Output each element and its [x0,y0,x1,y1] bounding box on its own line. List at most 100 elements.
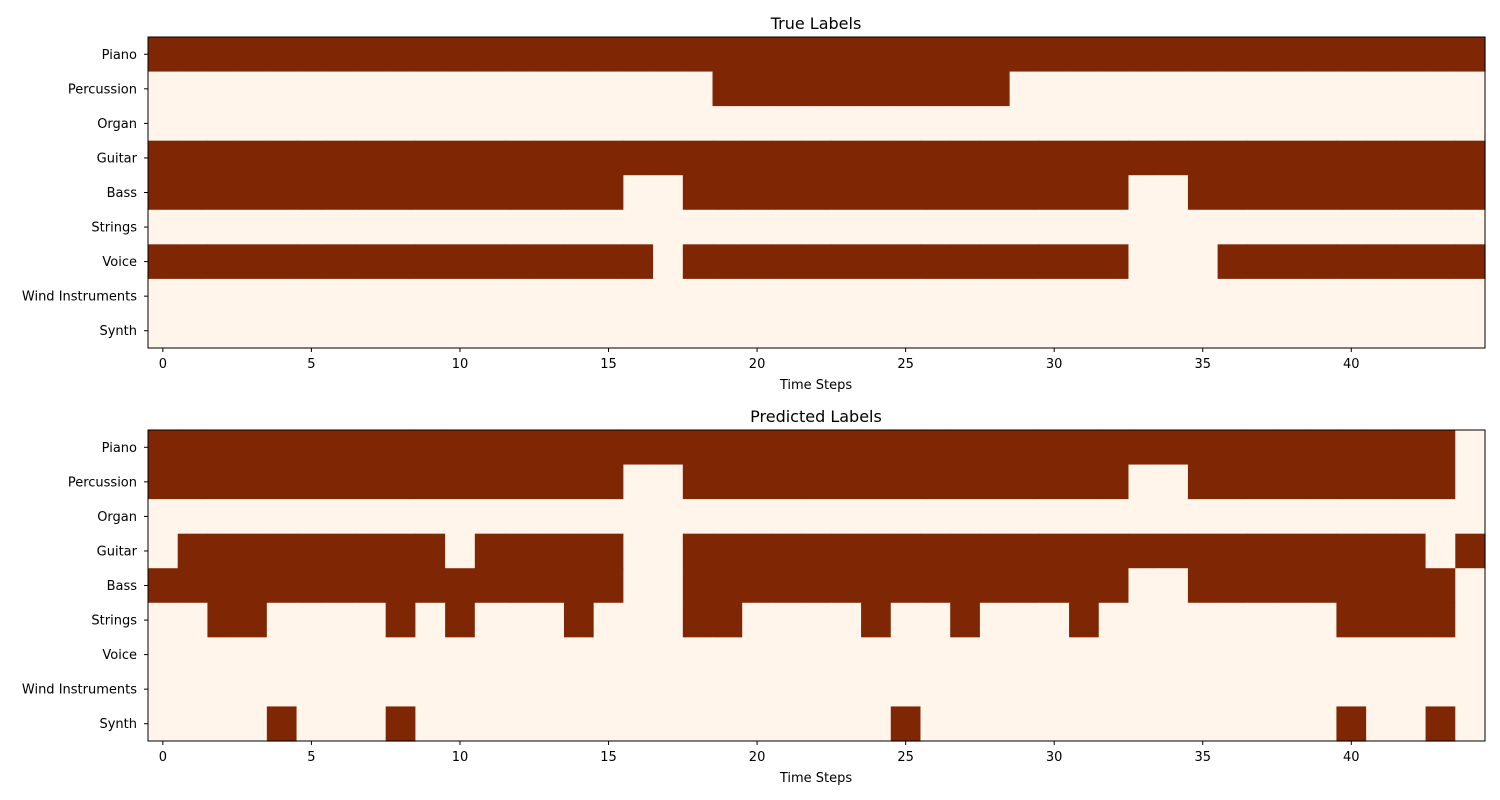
heatmap-cell [1158,568,1189,604]
heatmap-cell [296,209,327,245]
heatmap-cell [415,313,446,349]
heatmap-cell [890,706,922,742]
x-axis-label: Time Steps [779,378,853,393]
heatmap-cell [296,37,327,73]
heatmap-cell [1158,706,1189,742]
heatmap-cell [1395,637,1427,673]
heatmap-cell [979,175,1011,211]
heatmap-cell [474,499,506,535]
heatmap-cell [1158,244,1189,280]
heatmap-cell [534,313,565,349]
heatmap-cell [623,175,654,211]
heatmap-cell [831,140,862,176]
heatmap-cell [534,278,565,315]
heatmap-cell [355,278,387,315]
heatmap-cell [712,706,743,742]
heatmap-cell [1306,71,1338,107]
heatmap-cell [474,637,506,673]
heatmap-cell [266,313,298,349]
heatmap-cell [266,464,298,500]
y-tick-label: Voice [102,255,137,270]
heatmap-cell [653,175,684,211]
heatmap-cell [1306,209,1338,245]
heatmap-cell [1187,464,1219,500]
heatmap-cell [1395,37,1427,73]
heatmap-cell [1217,175,1248,211]
heatmap-cell [771,37,803,73]
heatmap-cell [445,637,476,673]
heatmap-cell [1306,140,1338,176]
heatmap-cell [1395,430,1427,466]
heatmap-cell [712,37,743,73]
heatmap-cell [593,106,624,142]
heatmap-cell [861,533,892,569]
y-tick-label: Synth [99,717,137,732]
heatmap-cell [1128,568,1159,604]
heatmap-cell [474,568,506,604]
heatmap-cell [474,140,506,176]
heatmap-cell [563,244,595,280]
chart-title: Predicted Labels [750,407,882,426]
heatmap-cell [1277,106,1308,142]
heatmap-cell [1366,209,1397,245]
heatmap-cell [979,499,1011,535]
heatmap-cell [1009,499,1040,535]
heatmap-cell [742,106,773,142]
heatmap-cell [623,430,654,466]
heatmap-cell [742,71,773,107]
heatmap-cell [148,71,179,107]
heatmap-cell [1098,71,1130,107]
x-tick-label: 30 [1046,357,1063,372]
heatmap-cell [593,430,624,466]
heatmap-cell [1039,278,1070,315]
heatmap-cell [1395,106,1427,142]
heatmap-cell [296,499,327,535]
heatmap-cell [920,313,951,349]
heatmap-cell [326,209,357,245]
heatmap-cell [890,175,922,211]
heatmap-cell [1366,533,1397,569]
heatmap-cell [177,602,209,638]
heatmap-cell [682,671,714,708]
heatmap-cell [1366,37,1397,73]
heatmap-cell [1336,671,1367,708]
heatmap-cell [1247,71,1278,107]
heatmap-cell [950,175,981,211]
heatmap-cell [326,313,357,349]
heatmap-cell [682,244,714,280]
heatmap-cell [385,637,416,673]
heatmap-cell [593,533,624,569]
heatmap-cell [920,106,951,142]
heatmap-cell [1009,71,1040,107]
heatmap-cell [1336,533,1367,569]
heatmap-cell [207,37,238,73]
heatmap-cell [385,244,416,280]
heatmap-cell [1395,175,1427,211]
heatmap-cell [415,637,446,673]
heatmap-cell [148,464,179,500]
heatmap-cell [623,244,654,280]
heatmap-cell [296,278,327,315]
heatmap-cell [1158,313,1189,349]
heatmap-cell [1009,533,1040,569]
heatmap-cell [296,706,327,742]
heatmap-cell [1039,499,1070,535]
heatmap-cell [474,671,506,708]
heatmap-cell [1425,140,1456,176]
heatmap-cell [326,568,357,604]
heatmap-cell [1158,602,1189,638]
heatmap-cell [415,430,446,466]
heatmap-cell [861,602,892,638]
heatmap-cell [1366,464,1397,500]
heatmap-cell [1425,37,1456,73]
heatmap-cell [979,209,1011,245]
heatmap-cell [1098,209,1130,245]
x-tick-label: 5 [307,750,315,765]
heatmap-cell [979,706,1011,742]
heatmap-cell [920,602,951,638]
heatmap-cell [148,244,179,280]
x-tick-label: 25 [897,357,914,372]
heatmap-cell [504,637,535,673]
heatmap-cell [504,140,535,176]
heatmap-cell [712,533,743,569]
